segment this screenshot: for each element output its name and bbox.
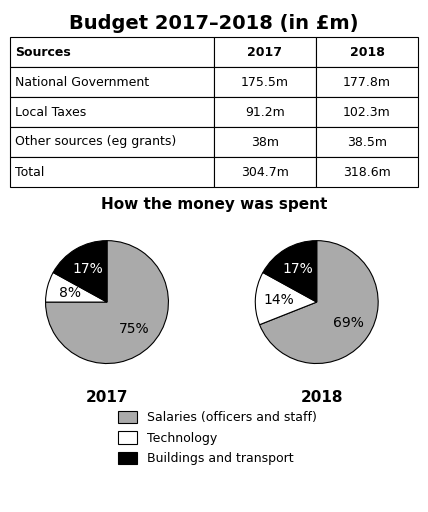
Text: 8%: 8%	[59, 286, 81, 300]
Text: 2017: 2017	[86, 390, 128, 404]
Bar	[214, 97, 316, 127]
Bar	[10, 97, 214, 127]
Bar	[316, 127, 418, 157]
Text: 177.8m: 177.8m	[343, 75, 391, 89]
Bar	[316, 157, 418, 187]
Legend: Salaries (officers and staff), Technology, Buildings and transport: Salaries (officers and staff), Technolog…	[113, 406, 322, 470]
Text: 304.7m: 304.7m	[241, 165, 289, 179]
Wedge shape	[260, 241, 378, 364]
Wedge shape	[45, 241, 169, 364]
Bar	[214, 67, 316, 97]
Bar	[10, 157, 214, 187]
Text: 14%: 14%	[263, 293, 294, 307]
Text: 17%: 17%	[282, 262, 313, 276]
Bar	[214, 37, 316, 67]
Text: 318.6m: 318.6m	[343, 165, 391, 179]
Bar	[214, 127, 316, 157]
Text: Budget 2017–2018 (in £m): Budget 2017–2018 (in £m)	[69, 14, 359, 33]
Text: 17%: 17%	[72, 262, 103, 276]
Bar	[10, 127, 214, 157]
Text: 2018: 2018	[301, 390, 343, 404]
Bar	[316, 97, 418, 127]
Text: 69%: 69%	[333, 316, 364, 330]
Text: Sources: Sources	[15, 46, 71, 58]
Wedge shape	[255, 272, 317, 325]
Text: 175.5m: 175.5m	[241, 75, 289, 89]
Bar	[214, 157, 316, 187]
Text: Other sources (eg grants): Other sources (eg grants)	[15, 136, 176, 148]
Text: 75%: 75%	[119, 322, 149, 336]
Text: How the money was spent: How the money was spent	[101, 197, 327, 212]
Text: 2017: 2017	[247, 46, 282, 58]
Text: 2018: 2018	[350, 46, 384, 58]
Wedge shape	[45, 272, 107, 302]
Bar	[316, 37, 418, 67]
Text: 102.3m: 102.3m	[343, 105, 391, 118]
Wedge shape	[263, 241, 317, 302]
Text: 91.2m: 91.2m	[245, 105, 285, 118]
Text: National Government: National Government	[15, 75, 149, 89]
Bar	[10, 37, 214, 67]
Wedge shape	[53, 241, 107, 302]
Bar	[10, 67, 214, 97]
Text: Total: Total	[15, 165, 45, 179]
Text: Local Taxes: Local Taxes	[15, 105, 86, 118]
Text: 38.5m: 38.5m	[347, 136, 387, 148]
Text: 38m: 38m	[251, 136, 279, 148]
Bar	[316, 67, 418, 97]
